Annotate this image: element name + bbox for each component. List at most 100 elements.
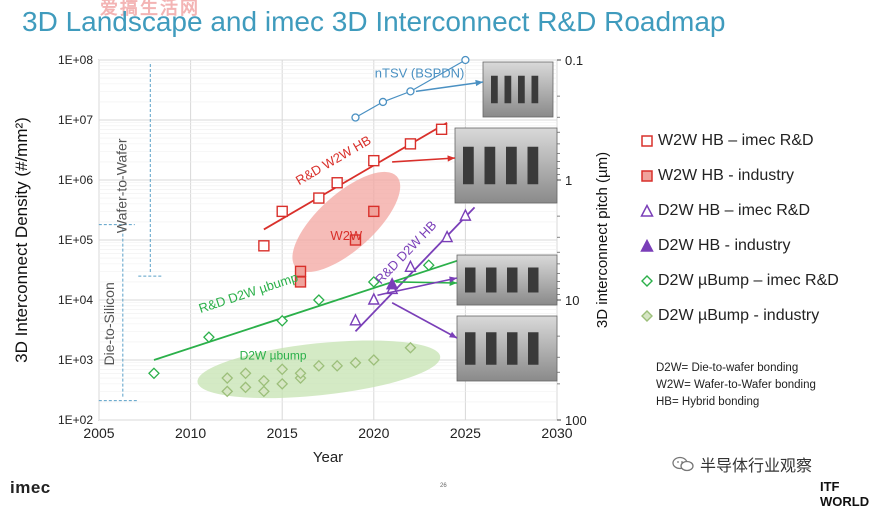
legend-label: W2W HB – imec R&D — [658, 132, 814, 149]
w2w-arrow — [392, 157, 456, 163]
marker-diamond — [331, 359, 344, 372]
ntsv-label: nTSV (BSPDN) — [375, 65, 465, 80]
y2-tick-label: 1 — [565, 173, 572, 188]
image-pillar — [531, 75, 539, 104]
data-points — [148, 55, 472, 398]
d2w-ubump-region-label: D2W µbump — [240, 348, 307, 362]
x-tick-label: 2025 — [450, 425, 481, 441]
d2w-hb-cross-section — [456, 254, 558, 306]
image-pillar — [506, 146, 517, 185]
marker-diamond — [404, 341, 417, 354]
image-pillar — [465, 332, 476, 365]
marker-diamond — [221, 372, 234, 384]
x-tick-label: 2010 — [175, 425, 206, 441]
marker-triangle — [349, 313, 362, 326]
marker-diamond — [276, 377, 289, 390]
marker-square — [331, 177, 343, 189]
marker-square — [294, 276, 307, 288]
y-tick-label: 1E+06 — [58, 173, 93, 187]
y2-axis-title: 3D interconnect pitch (µm) — [594, 152, 611, 328]
marker-diamond — [239, 381, 252, 394]
marker-square — [368, 154, 380, 167]
square-open-marker-icon — [641, 135, 653, 147]
legend-square — [641, 170, 653, 182]
image-pillar — [518, 75, 525, 104]
ntsv-arrow-head — [475, 79, 483, 87]
marker-square — [404, 138, 417, 150]
imec-logo: imec — [10, 478, 51, 497]
ubump-arrow — [395, 281, 458, 284]
image-pillar — [486, 332, 497, 365]
image-pillar — [507, 332, 518, 365]
image-pillar — [527, 146, 539, 185]
y-tick-label: 1E+03 — [58, 353, 93, 367]
marker-triangle — [385, 277, 399, 290]
d2w-hb-arrow — [377, 277, 458, 297]
marker-triangle — [459, 208, 472, 221]
watermark-text: 爱搞生活网 — [100, 0, 200, 18]
note-d2w: D2W= Die-to-wafer bonding — [656, 362, 799, 374]
marker-diamond — [367, 276, 380, 288]
d2w-hb-arrow-2-head — [449, 331, 457, 338]
triangle-filled-marker-icon — [640, 239, 654, 252]
y-tick-label: 1E+02 — [58, 413, 93, 427]
diamond-open-marker-icon — [641, 275, 653, 287]
marker-square — [294, 265, 307, 278]
marker-diamond — [239, 367, 252, 380]
y-tick-label: 1E+04 — [58, 293, 93, 307]
trend-line — [263, 121, 448, 231]
marker-triangle — [404, 259, 417, 273]
legend-triangle — [640, 204, 654, 217]
image-pillar — [507, 267, 518, 293]
image-pillar — [465, 267, 476, 293]
w2w-region-label: W2W — [330, 228, 363, 243]
trend-line — [153, 257, 466, 361]
ntsv-cross-section — [482, 61, 554, 118]
image-pillar — [528, 332, 539, 365]
legend-label: D2W µBump – imec R&D — [658, 272, 839, 289]
square-filled-marker-icon — [641, 170, 653, 182]
legend-label: W2W HB - industry — [658, 167, 795, 184]
wechat-source-label: 半导体行业观察 — [700, 458, 813, 475]
marker-square — [313, 192, 325, 204]
marker-square — [258, 240, 270, 252]
marker-diamond — [349, 356, 362, 369]
ntsv-line — [355, 59, 466, 119]
wechat-source: 半导体行业观察 — [672, 452, 812, 476]
marker-diamond — [276, 314, 289, 327]
image-pillar — [463, 146, 474, 185]
itf-world-logo: ITF WORLD — [820, 479, 870, 509]
y2-tick-label: 10 — [565, 293, 579, 308]
legend-diamond — [641, 310, 653, 322]
legend-triangle — [640, 239, 654, 252]
marker-diamond — [422, 259, 435, 272]
abbreviation-notes: D2W= Die-to-wafer bonding W2W= Wafer-to-… — [656, 360, 816, 411]
marker-diamond — [148, 367, 160, 380]
ntsv-arrow — [415, 81, 484, 93]
slide-title: 3D Landscape and imec 3D Interconnect R&… — [22, 6, 726, 37]
d2w-hb-arrow-head — [449, 276, 457, 283]
marker-circle — [461, 55, 470, 65]
d2w-hb-arrow-2 — [391, 302, 458, 339]
y-tick-label: 1E+08 — [58, 53, 93, 67]
x-axis-title: Year — [313, 449, 343, 466]
legend-label: D2W HB - industry — [658, 237, 791, 254]
legend-diamond — [641, 275, 653, 287]
marker-diamond — [203, 331, 215, 344]
w2w-industry-region — [292, 171, 401, 272]
marker-diamond — [221, 385, 234, 398]
x-tick-label: 2020 — [358, 425, 389, 441]
x-tick-label: 2005 — [83, 425, 114, 441]
marker-diamond — [276, 363, 289, 376]
image-pillar — [486, 267, 497, 293]
wafer-to-wafer-label: Wafer-to-Wafer — [113, 138, 129, 233]
marker-diamond — [257, 385, 270, 398]
y-tick-label: 1E+07 — [58, 113, 93, 127]
wechat-icon — [672, 456, 694, 472]
x-tick-label: 2030 — [541, 425, 572, 441]
note-w2w: W2W= Wafer-to-Wafer bonding — [656, 379, 816, 391]
image-pillar — [484, 146, 496, 185]
y2-tick-label: 100 — [565, 413, 587, 428]
w2w-hb-cross-section — [454, 127, 558, 204]
image-pillar — [491, 75, 498, 104]
